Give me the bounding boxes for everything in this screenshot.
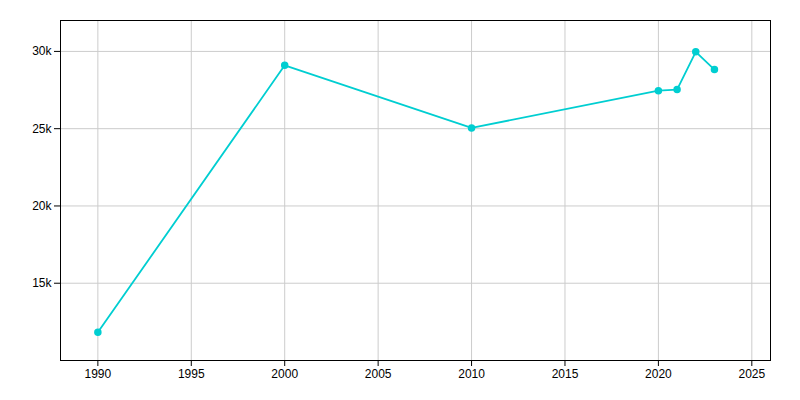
svg-text:2015: 2015 — [552, 367, 579, 381]
svg-text:25k: 25k — [32, 122, 52, 136]
svg-text:15k: 15k — [32, 276, 52, 290]
svg-text:1995: 1995 — [178, 367, 205, 381]
svg-text:2020: 2020 — [645, 367, 672, 381]
svg-text:20k: 20k — [32, 199, 52, 213]
svg-text:2005: 2005 — [365, 367, 392, 381]
svg-text:2025: 2025 — [738, 367, 765, 381]
svg-text:2000: 2000 — [271, 367, 298, 381]
svg-text:1990: 1990 — [85, 367, 112, 381]
svg-text:2010: 2010 — [458, 367, 485, 381]
svg-text:30k: 30k — [32, 44, 52, 58]
